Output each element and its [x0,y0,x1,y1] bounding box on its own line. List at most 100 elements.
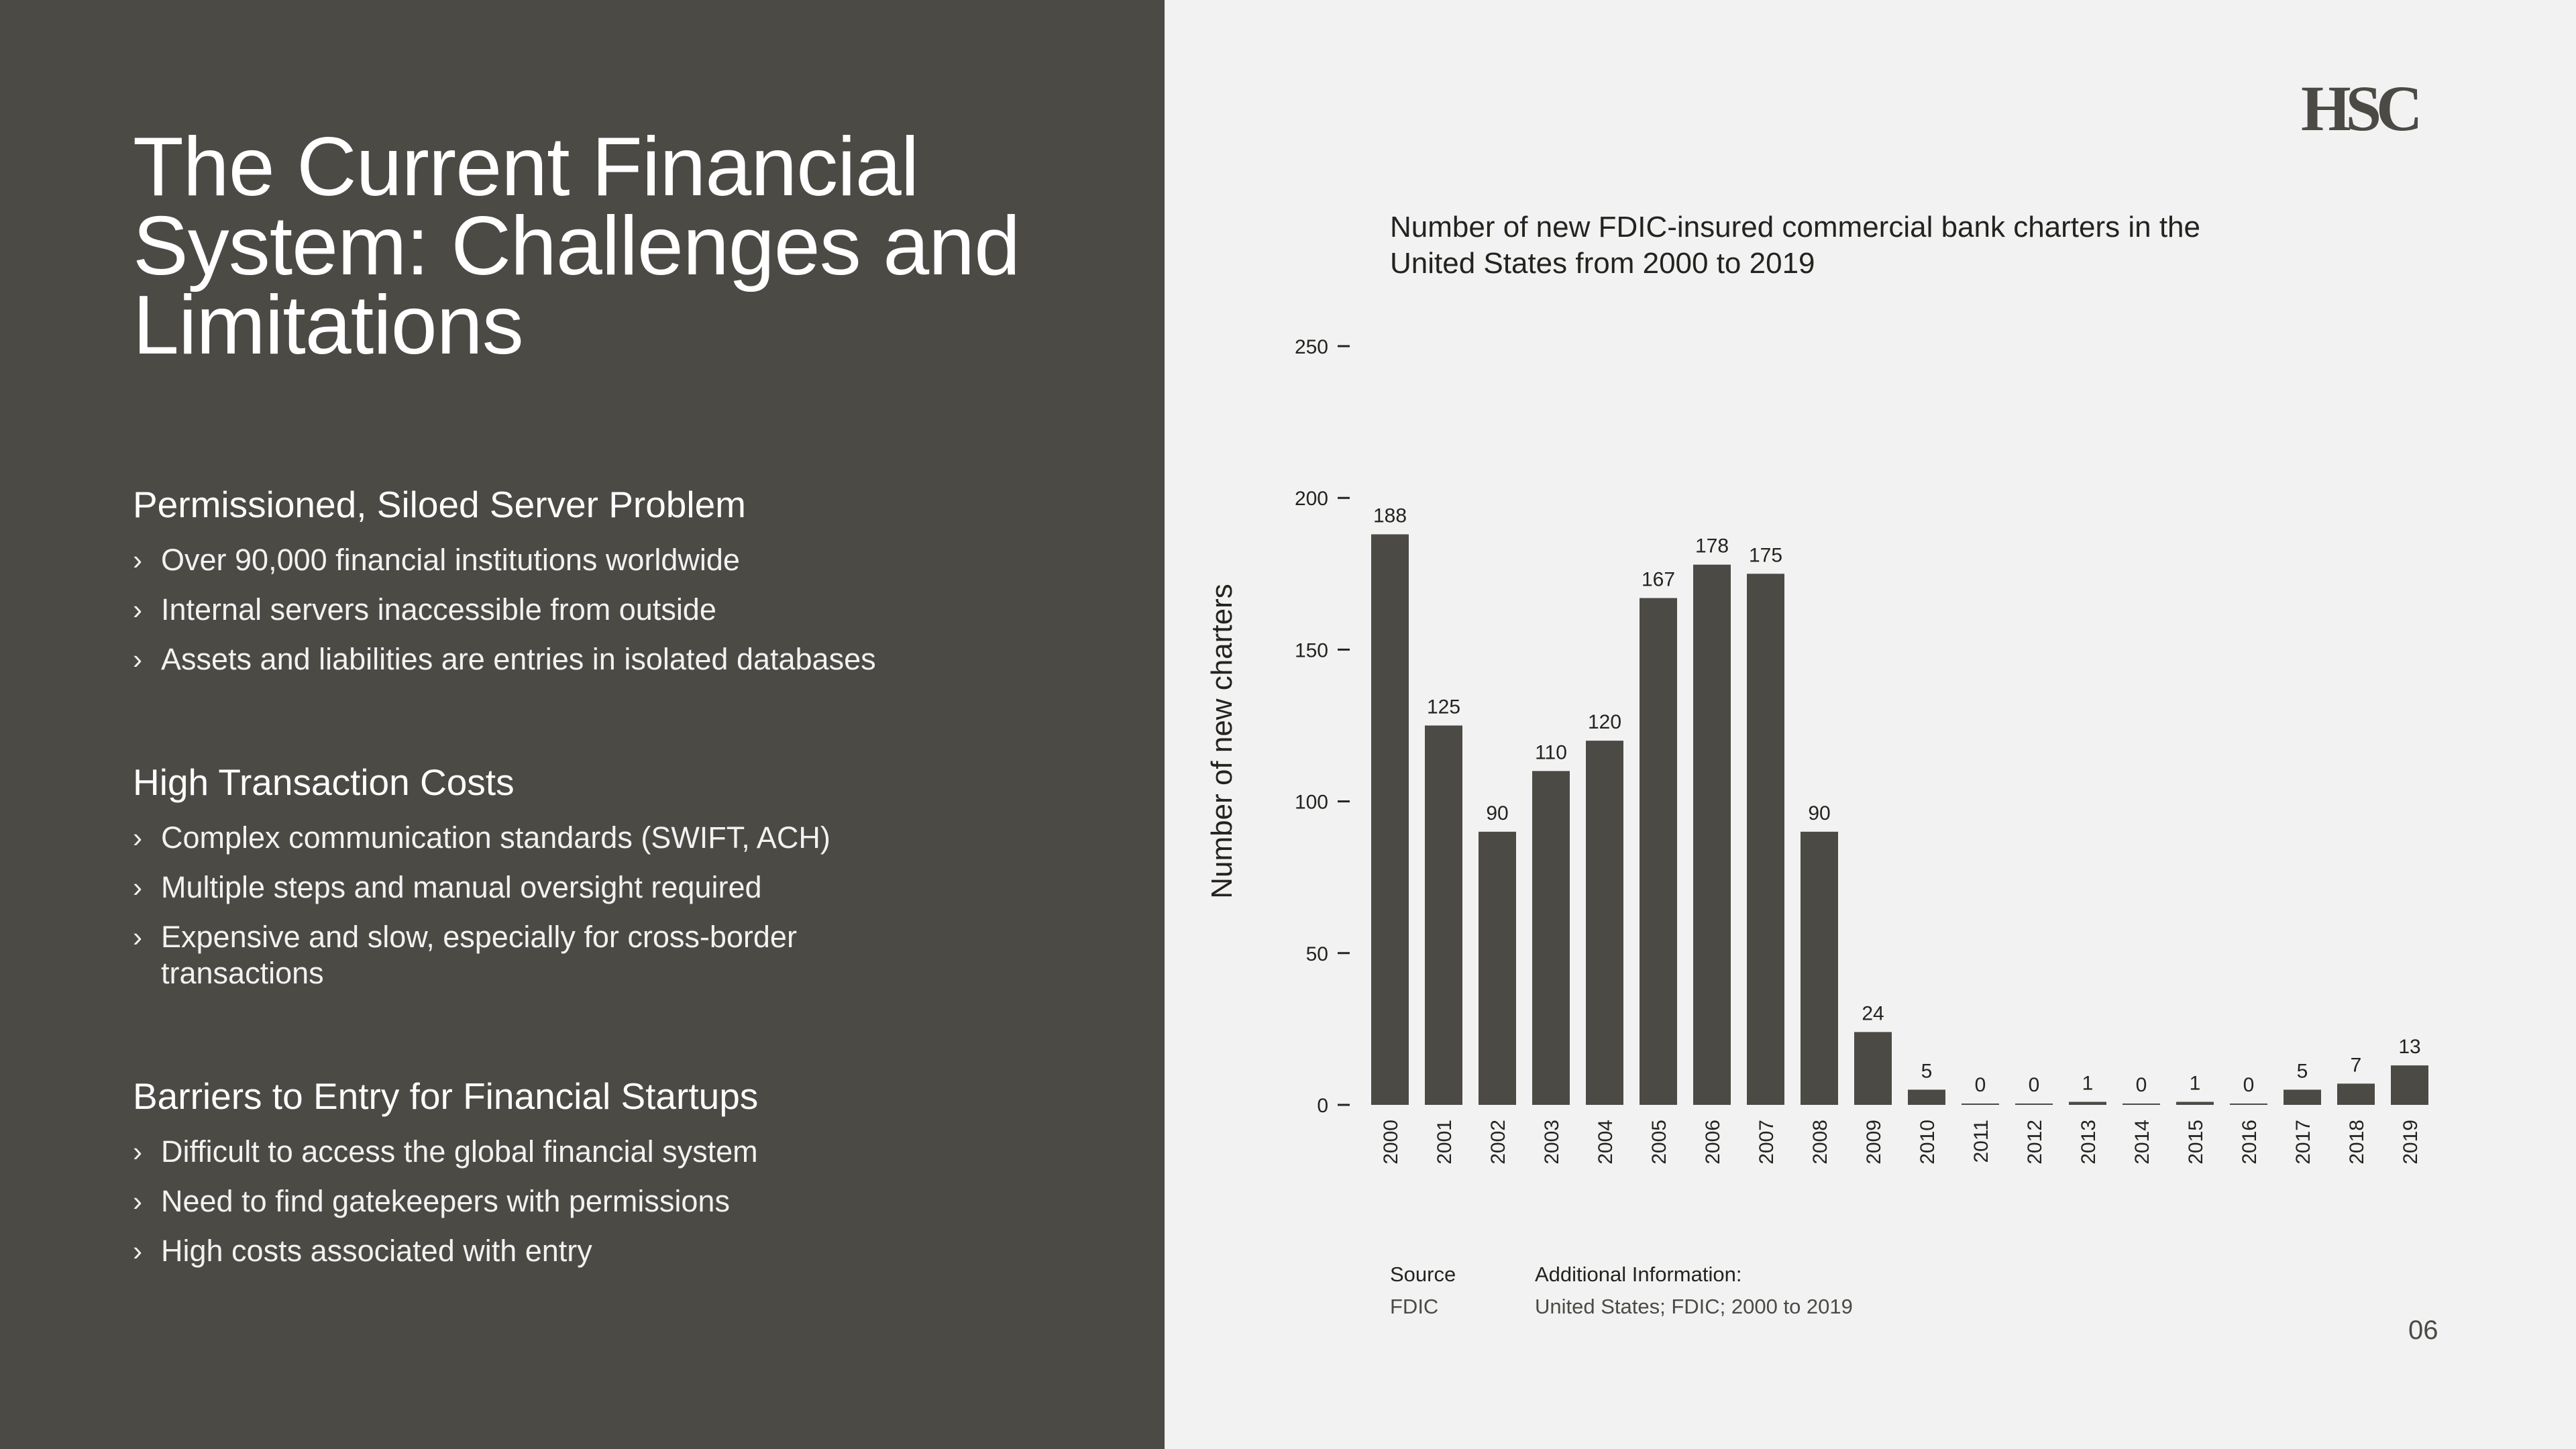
data-label: 188 [1373,504,1407,527]
bullet-text: Multiple steps and manual oversight requ… [161,870,762,904]
chevron-right-icon: › [133,1185,142,1217]
data-label: 1 [2082,1072,2094,1094]
section-transaction-costs: High Transaction Costs › Complex communic… [133,759,1072,1005]
section-heading: Permissioned, Siloed Server Problem [133,484,746,525]
company-logo: HSC [2301,72,2422,144]
x-tick-label: 2001 [1434,1120,1456,1165]
chevron-right-icon: › [133,1235,142,1267]
x-tick-label: 2011 [1970,1120,1992,1163]
bar [1371,534,1409,1105]
list-item: › Expensive and slow, especially for cros… [133,919,832,991]
data-label: 120 [1588,711,1621,733]
chevron-right-icon: › [133,822,142,853]
data-label: 0 [2243,1074,2255,1096]
bar [2337,1083,2375,1105]
x-tick-label: 2014 [2131,1120,2153,1165]
data-label: 0 [2136,1074,2147,1096]
bullet-text: Need to find gatekeepers with permission… [161,1184,730,1218]
chevron-right-icon: › [133,1136,142,1167]
bullet-text: Internal servers inaccessible from outsi… [161,592,716,627]
data-label: 90 [1808,802,1830,824]
bullet-text: Over 90,000 financial institutions world… [161,543,740,577]
list-item: › Difficult to access the global financia… [133,1134,1072,1170]
chevron-right-icon: › [133,871,142,903]
x-tick-label: 2007 [1756,1120,1778,1165]
y-tick-label: 0 [1317,1095,1328,1117]
y-tick-label: 50 [1306,943,1328,965]
data-label: 110 [1535,741,1567,763]
bar [1693,564,1731,1105]
data-label: 125 [1427,696,1460,718]
list-item: › Over 90,000 financial institutions worl… [133,542,1072,578]
list-item: › Complex communication standards (SWIFT,… [133,820,1072,856]
data-label: 7 [2351,1054,2362,1076]
bullet-text: Difficult to access the global financial… [161,1134,758,1169]
bar [2391,1065,2428,1105]
bullet-text: Complex communication standards (SWIFT, … [161,820,830,855]
section-heading: Barriers to Entry for Financial Startups [133,1075,759,1117]
data-label: 13 [2398,1036,2420,1058]
x-tick-label: 2010 [1917,1120,1939,1165]
chevron-right-icon: › [133,594,142,625]
y-tick-label: 200 [1295,488,1328,510]
additional-info-label: Additional Information: [1535,1263,1742,1286]
bullet-text: Assets and liabilities are entries in is… [161,642,876,676]
x-tick-label: 2015 [2185,1120,2207,1165]
data-label: 1 [2190,1072,2201,1094]
y-tick-label: 150 [1295,639,1328,661]
data-label: 5 [1921,1060,1933,1082]
chevron-right-icon: › [133,643,142,675]
x-tick-label: 2005 [1648,1120,1670,1165]
x-tick-label: 2008 [1809,1120,1831,1165]
bar [2230,1104,2267,1105]
slide-title: The Current Financial System: Challenges… [133,121,1020,372]
bar [1640,598,1677,1105]
bar [2015,1104,2053,1105]
y-axis-title: Number of new charters [1205,584,1238,899]
page-number: 06 [2408,1316,2438,1345]
x-tick-label: 2002 [1487,1120,1509,1165]
data-label: 24 [1862,1002,1884,1024]
x-tick-label: 2004 [1595,1120,1617,1165]
bullet-text: High costs associated with entry [161,1234,592,1268]
data-label: 5 [2297,1060,2308,1082]
bullet-list: › Difficult to access the global financia… [133,1134,1072,1269]
data-label: 0 [2029,1074,2040,1096]
x-tick-label: 2017 [2292,1120,2314,1165]
additional-info-value: United States; FDIC; 2000 to 2019 [1535,1295,1853,1318]
list-item: › High costs associated with entry [133,1233,1072,1269]
bar [1962,1104,1999,1105]
x-tick-label: 2009 [1863,1120,1885,1165]
x-tick-label: 2003 [1541,1120,1563,1165]
list-item: › Need to find gatekeepers with permissio… [133,1183,1072,1220]
list-item: › Assets and liabilities are entries in i… [133,641,1072,678]
bar [1532,771,1570,1105]
x-tick-label: 2012 [2024,1120,2046,1165]
x-tick-label: 2016 [2239,1120,2261,1165]
bar [1854,1032,1892,1105]
bullet-list: › Over 90,000 financial institutions worl… [133,542,1072,678]
bar [2069,1102,2106,1105]
bar [1801,831,1838,1105]
bar [1479,831,1516,1105]
y-tick-label: 250 [1295,336,1328,358]
data-label: 178 [1695,535,1729,557]
section-barriers-to-entry: Barriers to Entry for Financial Startups… [133,1073,1072,1283]
bar [2123,1104,2160,1105]
data-label: 175 [1749,544,1782,566]
list-item: › Multiple steps and manual oversight req… [133,869,1072,906]
chart-title: Number of new FDIC-insured commercial ba… [1390,211,2201,280]
bar [1747,574,1784,1105]
bullet-list: › Complex communication standards (SWIFT,… [133,820,1072,991]
x-tick-label: 2018 [2346,1120,2368,1165]
y-tick-label: 100 [1295,792,1328,814]
section-heading: High Transaction Costs [133,761,515,803]
bar [1586,741,1623,1105]
chevron-right-icon: › [133,921,142,953]
data-label: 167 [1642,568,1675,590]
bar [2176,1102,2214,1105]
bar [1425,725,1462,1105]
source-label: Source [1390,1263,1456,1286]
bar [1908,1089,1945,1105]
x-tick-label: 2013 [2078,1120,2100,1165]
